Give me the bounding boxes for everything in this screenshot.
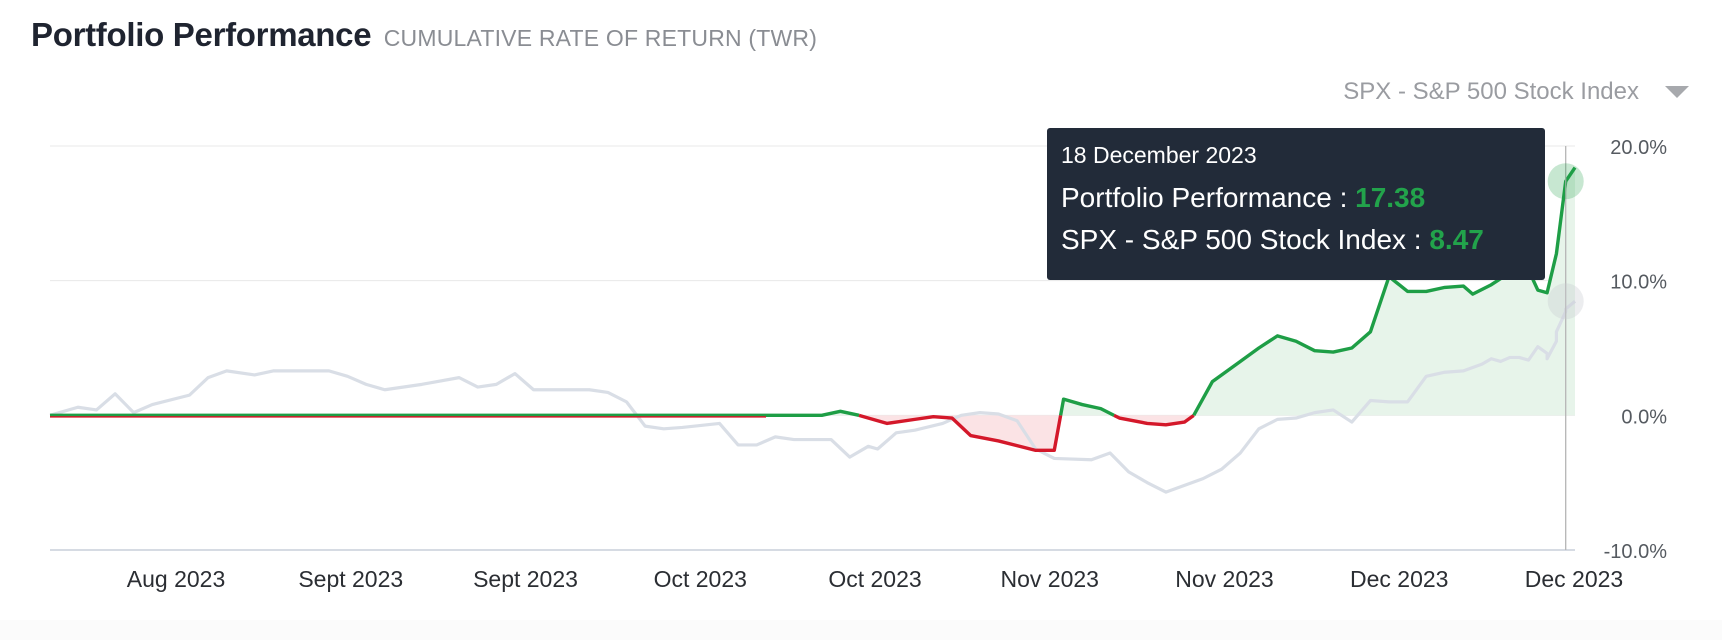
tooltip-date: 18 December 2023: [1061, 142, 1257, 168]
x-tick-label: Oct 2023: [828, 566, 921, 592]
chevron-down-icon[interactable]: [1665, 86, 1689, 98]
tooltip-row-benchmark: SPX - S&P 500 Stock Index : 8.47: [1061, 219, 1531, 261]
portfolio-hover-marker: [1547, 163, 1584, 200]
benchmark-line: [49, 300, 1577, 494]
chart-tooltip: 18 December 2023 Portfolio Performance :…: [1047, 128, 1545, 280]
tooltip-row-portfolio: Portfolio Performance : 17.38: [1061, 177, 1531, 219]
tooltip-label-benchmark: SPX - S&P 500 Stock Index :: [1061, 224, 1430, 255]
x-tick-label: Nov 2023: [1001, 566, 1099, 592]
page-subtitle: CUMULATIVE RATE OF RETURN (TWR): [383, 25, 818, 51]
benchmark-select-value: SPX - S&P 500 Stock Index: [1343, 78, 1639, 105]
y-tick-label: 10.0%: [1610, 272, 1667, 294]
y-tick-label: 0.0%: [1621, 406, 1667, 428]
portfolio-line-negative: [1113, 413, 1195, 427]
x-tick-label: Dec 2023: [1525, 566, 1623, 592]
negative-area: [858, 415, 1061, 451]
x-tick-label: Oct 2023: [654, 566, 747, 592]
x-tick-label: Sept 2023: [473, 566, 578, 592]
axis-layer: 20.0% 10.0% 0.0% -10.0% Aug 2023 Sept 2023 Sep…: [127, 137, 1667, 592]
x-tick-label: Nov 2023: [1175, 566, 1273, 592]
page-title: Portfolio Performance: [31, 16, 372, 53]
portfolio-line-positive: [50, 409, 860, 418]
y-tick-label: -10.0%: [1604, 541, 1668, 563]
marker-layer: [1547, 146, 1584, 550]
x-tick-label: Aug 2023: [127, 566, 225, 592]
x-tick-label: Dec 2023: [1350, 566, 1448, 592]
line-layer: [49, 166, 1577, 494]
bottom-strip: [0, 620, 1722, 640]
portfolio-line-negative: [858, 413, 1063, 453]
x-tick-label: Sept 2023: [298, 566, 403, 592]
portfolio-line-positive: [1192, 166, 1577, 417]
benchmark-hover-marker: [1547, 283, 1584, 320]
portfolio-line-positive: [1058, 397, 1115, 417]
benchmark-select[interactable]: SPX - S&P 500 Stock Index: [1343, 78, 1689, 106]
y-tick-label: 20.0%: [1610, 137, 1667, 159]
title-row: Portfolio Performance CUMULATIVE RATE OF…: [31, 16, 817, 54]
tooltip-label-portfolio: Portfolio Performance :: [1061, 182, 1356, 213]
tooltip-value-benchmark: 8.47: [1429, 224, 1484, 255]
tooltip-value-portfolio: 17.38: [1355, 182, 1426, 213]
